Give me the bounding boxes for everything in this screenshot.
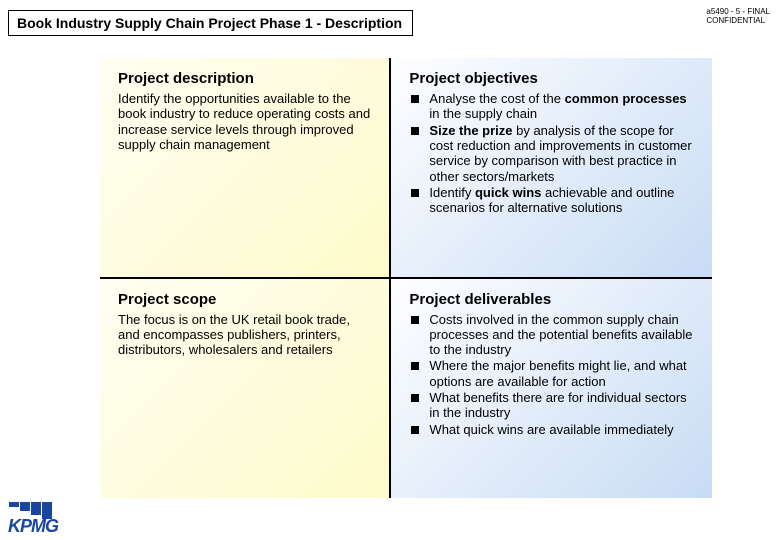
confidential-line2: CONFIDENTIAL [706,17,770,26]
bullet-bold: common processes [565,91,687,106]
bullet-bold: quick wins [475,185,541,200]
slide-title-box: Book Industry Supply Chain Project Phase… [8,10,413,36]
bullet-item: Identify quick wins achievable and outli… [409,185,694,216]
quadrant-top-left: Project description Identify the opportu… [100,58,391,279]
bullet-item: Size the prize by analysis of the scope … [409,123,694,184]
kpmg-logo-text: KPMG [8,518,58,534]
tl-body: Identify the opportunities available to … [118,91,371,152]
quadrant-bottom-left: Project scope The focus is on the UK ret… [100,279,391,499]
quadrant-bottom-right: Project deliverables Costs involved in t… [391,279,712,499]
bullet-item: Costs involved in the common supply chai… [409,312,694,358]
bl-body: The focus is on the UK retail book trade… [118,312,371,358]
quadrant-top-right: Project objectives Analyse the cost of t… [391,58,712,279]
bullet-item: What quick wins are available immediatel… [409,422,694,437]
bullet-item: What benefits there are for individual s… [409,390,694,421]
kpmg-logo: KPMG [8,502,58,534]
tl-heading: Project description [118,70,371,87]
br-heading: Project deliverables [409,291,694,308]
br-bullet-list: Costs involved in the common supply chai… [409,312,694,438]
bl-heading: Project scope [118,291,371,308]
bullet-item: Analyse the cost of the common processes… [409,91,694,122]
bullet-item: Where the major benefits might lie, and … [409,358,694,389]
tr-heading: Project objectives [409,70,694,87]
quadrant-grid: Project description Identify the opportu… [100,58,712,498]
confidential-stamp: a5490 - 5 - FINAL CONFIDENTIAL [706,8,770,26]
bullet-bold: Size the prize [429,123,512,138]
slide-page: Book Industry Supply Chain Project Phase… [0,0,780,540]
slide-title: Book Industry Supply Chain Project Phase… [17,15,402,31]
tr-bullet-list: Analyse the cost of the common processes… [409,91,694,216]
